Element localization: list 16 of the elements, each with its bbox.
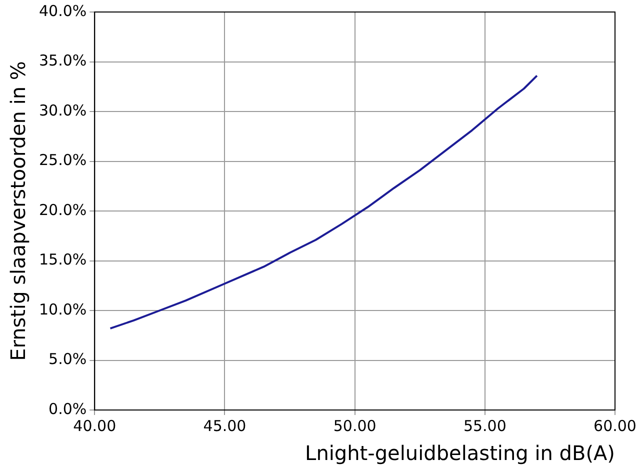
y-tick-label: 35.0% [38, 52, 87, 70]
x-axis-title: Lnight-geluidbelasting in dB(A) [305, 441, 615, 466]
y-tick-label: 30.0% [38, 101, 87, 120]
y-tick-label: 15.0% [38, 250, 87, 269]
y-tick-label: 5.0% [48, 350, 87, 368]
y-tick-label: 40.0% [38, 2, 87, 20]
y-axis-title: Ernstig slaapverstoorden in % [6, 61, 30, 361]
y-tick-label: 25.0% [38, 151, 87, 170]
x-tick-label: 40.00 [73, 416, 116, 435]
x-tick-label: 50.00 [333, 416, 376, 435]
x-tick-label: 55.00 [463, 416, 506, 435]
y-tick-label: 0.0% [48, 400, 87, 418]
y-tick-label: 10.0% [38, 300, 87, 318]
x-tick-label: 45.00 [203, 416, 246, 435]
x-tick-label: 60.00 [594, 416, 636, 435]
y-tick-label: 20.0% [38, 200, 87, 219]
